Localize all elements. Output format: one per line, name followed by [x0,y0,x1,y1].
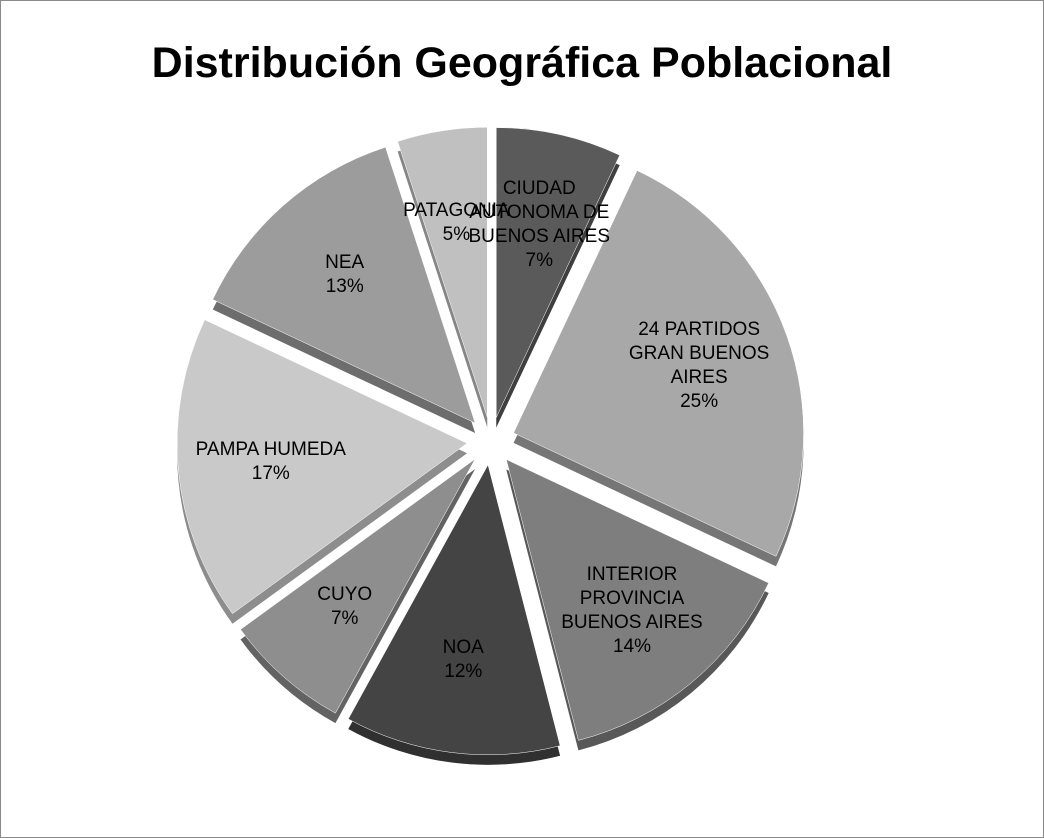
data-label: NEA 13% [257,251,432,299]
slice [240,458,476,714]
value-label: 25% [680,391,719,413]
category-label: PATAGONIA [403,199,510,221]
slice [212,146,476,424]
value-label: 17% [251,462,290,484]
slice [397,127,488,418]
category-label: PAMPA HUMEDA [195,438,346,460]
slice [176,319,468,615]
slice [347,464,561,756]
slice [513,170,804,557]
value-label: 7% [525,250,553,272]
data-label: 24 PARTIDOS GRAN BUENOS AIRES 25% [612,318,787,414]
category-label: NEA [325,252,365,274]
data-label: INTERIOR PROVINCIA BUENOS AIRES 14% [544,563,719,659]
value-label: 12% [444,661,483,683]
data-label: CIUDAD AUTONOMA DE BUENOS AIRES 7% [452,177,627,273]
value-label: 14% [612,636,651,658]
chart-title: Distribución Geográfica Poblacional [151,39,893,87]
category-label: CIUDAD AUTONOMA DE BUENOS AIRES [468,178,611,248]
category-label: NOA [442,637,484,659]
slice [505,459,770,741]
value-label: 7% [330,607,359,629]
data-label: CUYO 7% [257,583,432,631]
data-label: NOA 12% [376,636,551,684]
category-label: INTERIOR PROVINCIA BUENOS AIRES [561,564,703,634]
value-label: 13% [325,276,364,298]
category-label: 24 PARTIDOS GRAN BUENOS AIRES [628,319,770,389]
category-label: CUYO [317,583,373,605]
data-label: PATAGONIA 5% [369,199,544,247]
data-label: PAMPA HUMEDA 17% [183,438,358,486]
slice [495,127,621,418]
value-label: 5% [442,223,471,245]
